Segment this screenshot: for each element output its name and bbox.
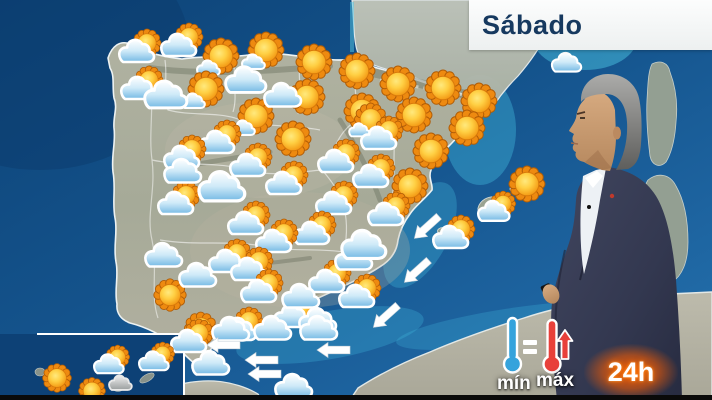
day-label: Sábado xyxy=(482,9,583,40)
bottom-letterbox-bar xyxy=(0,395,712,400)
weather-presenter xyxy=(540,74,682,400)
channel-logo-24h: 24h xyxy=(584,344,678,400)
channel-logo-text: 24h xyxy=(607,356,655,387)
presenter-face xyxy=(569,90,616,171)
minmax-legend xyxy=(502,316,574,374)
equals-icon xyxy=(523,340,537,354)
day-header: Sábado xyxy=(469,0,712,50)
max-label: máx xyxy=(536,370,575,391)
presenter-hair xyxy=(580,74,642,170)
min-label: mín xyxy=(497,373,531,394)
trend-up-arrow-icon xyxy=(556,329,574,360)
presenter-shirt xyxy=(580,168,606,274)
